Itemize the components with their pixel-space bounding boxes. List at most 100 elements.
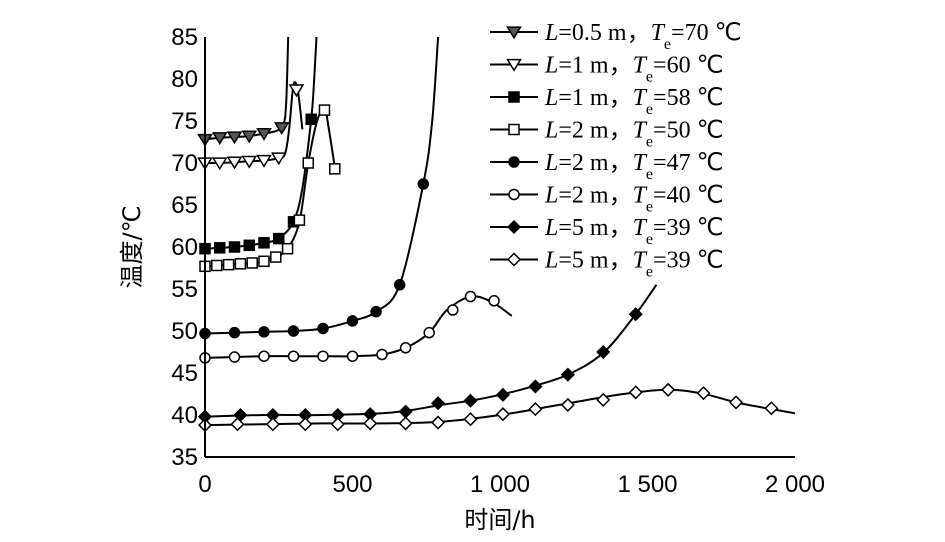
series-6-point-11 <box>464 290 477 303</box>
series-6-point-8 <box>399 342 412 354</box>
series-5 <box>199 36 440 340</box>
legend-marker <box>506 219 522 235</box>
y-tick-label: 45 <box>171 360 198 387</box>
legend-marker <box>508 123 520 136</box>
y-axis-title: 温度/℃ <box>118 205 146 288</box>
series-7-point-14 <box>628 307 643 322</box>
legend-entry-5: L=2 m，Te=47 ℃ <box>490 150 724 183</box>
series-8-point-5 <box>330 417 345 432</box>
series-7-point-13 <box>596 344 611 360</box>
series-1-point-6 <box>273 122 290 136</box>
series-1 <box>197 36 290 147</box>
series-8-point-8 <box>430 415 446 430</box>
series-5-point-4 <box>287 325 300 337</box>
legend-marker <box>508 188 520 201</box>
series-4-point-8 <box>281 242 294 255</box>
legend-marker <box>508 91 520 103</box>
series-6-point-5 <box>317 350 329 362</box>
y-tick-label: 70 <box>171 150 198 177</box>
series-4-point-6 <box>258 255 270 268</box>
series-3-point-2 <box>214 242 226 254</box>
series-8-point-13 <box>596 392 611 407</box>
x-tick-label: 500 <box>332 471 372 498</box>
series-8-point-3 <box>265 417 280 432</box>
series-7 <box>197 284 658 424</box>
series-2-point-6 <box>270 152 287 166</box>
legend-entry-6: L=2 m，Te=40 ℃ <box>490 183 724 215</box>
series-3-point-6 <box>273 232 285 245</box>
series-2-point-5 <box>256 154 272 168</box>
series-4-point-11 <box>318 104 331 116</box>
y-tick-label: 35 <box>171 444 198 471</box>
series-3-point-8 <box>305 113 317 126</box>
x-tick-label: 1 000 <box>470 471 530 498</box>
series-1-point-5 <box>256 127 272 141</box>
series-3 <box>199 36 318 255</box>
series-7-point-11 <box>528 379 543 394</box>
series-4-point-4 <box>234 258 247 270</box>
y-tick-labels: 35 40 45 50 55 60 65 70 75 80 85 <box>171 24 198 471</box>
series-6-line <box>204 295 513 359</box>
series-7-line <box>204 284 658 418</box>
series-4-point-5 <box>246 257 258 269</box>
legend-marker <box>508 156 520 168</box>
series-8-point-17 <box>728 395 744 410</box>
legend-entry-8: L=5 m，Te=39 ℃ <box>490 248 724 281</box>
series-4-point-3 <box>222 258 235 271</box>
legend-label: L=1 m，Te=60 ℃ <box>544 53 724 86</box>
series-6-point-9 <box>423 326 435 339</box>
series-5-point-2 <box>228 326 241 339</box>
series-8-point-14 <box>628 385 643 400</box>
series-6-point-10 <box>447 304 459 316</box>
series-6-point-2 <box>228 351 241 363</box>
series-layer <box>197 36 796 433</box>
x-axis-title: 时间/h <box>464 506 535 534</box>
y-tick-label: 65 <box>171 192 198 219</box>
series-6-point-6 <box>346 350 359 362</box>
series-4-point-12 <box>329 163 341 175</box>
y-tick-label: 50 <box>171 318 198 345</box>
series-8 <box>197 382 796 433</box>
series-8-point-6 <box>363 416 378 431</box>
series-8-point-2 <box>230 417 245 432</box>
series-2-point-4 <box>241 155 258 169</box>
series-2 <box>197 81 305 171</box>
series-1-point-2 <box>211 132 228 146</box>
series-8-point-15 <box>661 382 676 397</box>
series-8-point-18 <box>764 401 779 416</box>
series-3-point-3 <box>228 241 241 253</box>
series-5-point-7 <box>370 305 382 318</box>
series-8-point-16 <box>696 386 711 401</box>
y-tick-label: 40 <box>171 402 198 429</box>
legend-label: L=2 m，Te=47 ℃ <box>544 150 724 183</box>
series-4-point-7 <box>270 251 282 263</box>
y-tick-label: 60 <box>171 234 198 261</box>
x-tick-labels: 0 500 1 000 1 500 2 000 <box>198 471 825 498</box>
legend-label: L=0.5 m，Te=70 ℃ <box>544 20 742 53</box>
series-7-point-10 <box>495 387 511 402</box>
legend-entry-4: L=2 m，Te=50 ℃ <box>490 118 724 151</box>
legend-entry-7: L=5 m，Te=39 ℃ <box>490 215 724 248</box>
series-4-point-2 <box>211 259 223 272</box>
legend-marker <box>506 252 522 267</box>
series-5-point-6 <box>346 315 359 327</box>
legend-entry-1: L=0.5 m，Te=70 ℃ <box>490 20 742 53</box>
series-8-point-12 <box>560 397 575 412</box>
x-tick-label: 0 <box>198 471 211 498</box>
series-2-point-3 <box>226 156 243 170</box>
legend-label: L=2 m，Te=50 ℃ <box>544 118 724 151</box>
series-8-point-10 <box>495 407 511 422</box>
legend-label: L=5 m，Te=39 ℃ <box>544 248 724 281</box>
series-4-point-10 <box>302 157 314 169</box>
series-4 <box>199 104 341 273</box>
series-3-point-5 <box>258 237 270 249</box>
legend-entry-3: L=1 m，Te=58 ℃ <box>490 85 724 118</box>
series-7-point-7 <box>398 404 413 419</box>
series-1-point-3 <box>226 131 243 145</box>
series-8-point-4 <box>298 417 313 432</box>
x-tick-label: 2 000 <box>765 471 825 498</box>
series-5-point-3 <box>258 326 270 338</box>
y-tick-label: 75 <box>171 108 198 135</box>
series-7-point-12 <box>560 367 575 382</box>
